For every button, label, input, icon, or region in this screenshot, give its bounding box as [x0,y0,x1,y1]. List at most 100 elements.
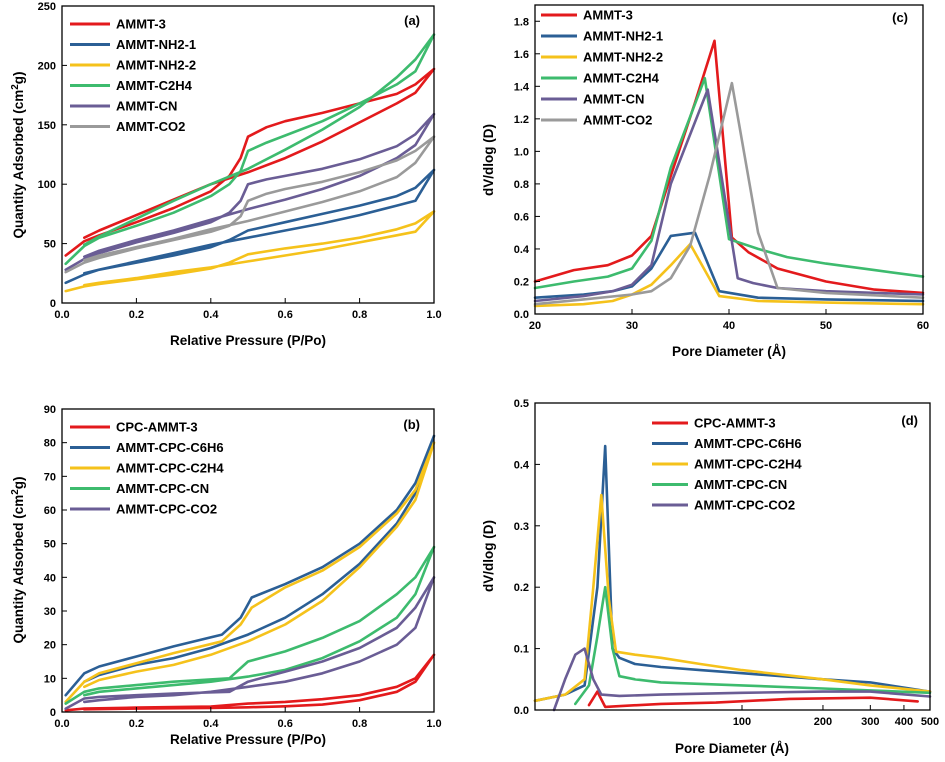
panel-d-x-tick-label: 100 [733,716,751,728]
panel-b-legend-label: AMMT-CPC-C6H6 [116,440,224,455]
panel-a-legend-label: AMMT-C2H4 [116,78,193,93]
panel-a: 0.0 0.2 0.4 0.6 0.8 1.0 0 50 100 150 200 250 (a) Re… [10,1,442,348]
panel-d-legend-label: AMMT-CPC-CO2 [694,498,795,513]
panel-c-legend-label: AMMT-3 [583,8,633,23]
panel-a-legend-label: AMMT-NH2-2 [116,58,196,73]
panel-c-y-tick-label: 1.6 [514,49,529,61]
panel-c-legend-label: AMMT-NH2-1 [583,29,663,44]
panel-c-legend-label: AMMT-C2H4 [583,71,660,86]
panel-c-series-ammt-nh2-2 [533,242,925,308]
panel-c-y-tick-label: 1.4 [514,81,530,93]
panel-b-y-tick-label: 30 [44,606,56,618]
panel-b-y-tick-label: 50 [44,539,56,551]
panel-b-y-tick-label: 0 [50,707,56,719]
panel-a-x-tick-label: 0.2 [129,309,144,321]
panel-a-y-axis-label: Quantity Adsorbed (cm2g) [10,71,26,238]
panel-d-legend-label: CPC-AMMT-3 [694,416,776,431]
panel-b-legend-label: AMMT-CPC-C2H4 [116,461,224,476]
panel-c-x-tick-label: 60 [917,320,929,332]
panel-a-y-tick-label: 0 [50,298,56,310]
panel-d-legend-label: AMMT-CPC-C6H6 [694,436,802,451]
panel-d: 100 200 300 400 500 0.0 0.1 0.2 0.3 0.4 0.5 (d) Po… [481,398,939,756]
panel-c-ticks-group: 20 30 40 50 60 0.0 0.2 0.4 0.6 0.8 1.0 1.2 1.4 1.6 1.8 [514,16,929,332]
panel-d-series-ammt-cpc-cn [574,585,932,706]
panel-b-series-group [64,434,436,712]
panel-b-x-tick-label: 0.2 [129,718,144,730]
panel-c-legend: AMMT-3 AMMT-NH2-1 AMMT-NH2-2 AMMT-C2H4 AMMT-… [541,8,663,128]
panel-c: 20 30 40 50 60 0.0 0.2 0.4 0.6 0.8 1.0 1.2 1.4 1.6 1.8… [481,4,929,359]
panel-c-x-tick-label: 40 [723,320,735,332]
panel-b-legend: CPC-AMMT-3 AMMT-CPC-C6H6 AMMT-CPC-C2H4 AMMT… [70,420,224,517]
panel-b-legend-label: AMMT-CPC-CO2 [116,502,217,517]
panel-a-x-tick-label: 0.4 [203,309,219,321]
panel-c-series-ammt-co2 [533,81,925,306]
panel-d-legend-label: AMMT-CPC-C2H4 [694,457,802,472]
panel-c-legend-label: AMMT-CO2 [583,113,652,128]
panel-b: 0.0 0.2 0.4 0.6 0.8 1.0 0 10 20 30 40 50 60 70 80 90 (b… [10,404,442,747]
panel-c-x-axis-label: Pore Diameter (Å) [672,344,786,359]
panel-a-y-tick-label: 200 [38,60,56,72]
panel-c-y-tick-label: 0.8 [514,179,529,191]
panel-b-series-ammt-cpc-c2h4 [64,441,436,704]
panel-d-y-tick-label: 0.4 [514,459,530,471]
panel-a-series-ammt-c2h4 [64,33,436,266]
panel-c-x-tick-label: 50 [820,320,832,332]
panel-d-legend-label: AMMT-CPC-CN [694,477,787,492]
panel-d-x-tick-label: 200 [814,716,832,728]
panel-b-series-cpc-ammt-3 [64,653,436,712]
panel-b-tag: (b) [403,417,420,432]
panel-d-y-tick-label: 0.5 [514,398,529,410]
panel-a-series-ammt-cn [64,112,436,271]
panel-d-x-tick-label: 400 [895,716,913,728]
panel-d-y-tick-label: 0.2 [514,582,529,594]
panel-d-series-cpc-ammt-3 [587,690,919,709]
panel-a-legend-label: AMMT-CO2 [116,119,185,134]
panel-a-series-ammt-nh2-1 [64,168,436,285]
panel-b-ticks-group: 0.0 0.2 0.4 0.6 0.8 1.0 0 10 20 30 40 50 60 70 80 90 [44,404,442,730]
panel-a-legend-label: AMMT-3 [116,17,166,32]
panel-b-series-ammt-cpc-c6h6 [64,434,436,697]
panel-b-y-tick-label: 90 [44,404,56,416]
panel-d-legend: CPC-AMMT-3 AMMT-CPC-C6H6 AMMT-CPC-C2H4 AMMT… [652,416,802,513]
panel-c-y-axis-label: dV/dlog (D) [481,124,496,196]
panel-a-legend-label: AMMT-NH2-1 [116,37,196,52]
panel-b-series-ammt-cpc-cn [64,545,436,705]
panel-b-y-tick-label: 70 [44,471,56,483]
panel-a-series-ammt-co2 [64,135,436,274]
panel-b-y-tick-label: 40 [44,572,56,584]
panel-c-tag: (c) [892,10,908,25]
panel-a-y-tick-label: 50 [44,239,56,251]
panel-c-x-tick-label: 30 [626,320,638,332]
panel-d-x-tick-label: 300 [861,716,879,728]
panel-c-legend-label: AMMT-NH2-2 [583,50,663,65]
panel-d-y-tick-label: 0.0 [514,705,529,717]
panel-a-y-tick-label: 100 [38,179,56,191]
panel-d-series-ammt-cpc-c2h4 [533,493,932,703]
panel-a-ticks-group: 0.0 0.2 0.4 0.6 0.8 1.0 0 50 100 150 200 250 [38,1,442,321]
panel-d-ticks-group: 100 200 300 400 500 0.0 0.1 0.2 0.3 0.4 0.5 [514,398,939,728]
panel-b-y-tick-label: 80 [44,438,56,450]
panel-b-x-tick-label: 0.0 [54,718,69,730]
panel-d-x-tick-label: 500 [921,716,939,728]
panel-b-x-tick-label: 1.0 [426,718,441,730]
panel-c-y-tick-label: 1.8 [514,16,529,28]
panel-b-y-tick-label: 20 [44,640,56,652]
panel-d-y-tick-label: 0.1 [514,644,529,656]
panel-a-legend-label: AMMT-CN [116,99,177,114]
panel-c-y-tick-label: 0.4 [514,244,530,256]
panel-c-y-tick-label: 1.0 [514,146,529,158]
panel-b-plot-frame [61,408,435,713]
panel-a-x-tick-label: 0.8 [352,309,367,321]
panel-c-y-tick-label: 0.6 [514,211,529,223]
panel-d-y-axis-label: dV/dlog (D) [481,520,496,592]
panel-a-x-tick-label: 0.0 [54,309,69,321]
panel-c-y-tick-label: 0.0 [514,309,529,321]
panel-b-legend-label: AMMT-CPC-CN [116,481,209,496]
panel-c-series-ammt-c2h4 [533,76,925,290]
panel-d-series-group [533,444,932,712]
panel-b-x-axis-label: Relative Pressure (P/Po) [170,732,326,747]
panel-c-y-tick-label: 1.2 [514,114,529,126]
panel-b-x-tick-label: 0.4 [203,718,219,730]
panel-a-plot-frame [61,5,435,304]
panel-a-x-tick-label: 1.0 [426,309,441,321]
